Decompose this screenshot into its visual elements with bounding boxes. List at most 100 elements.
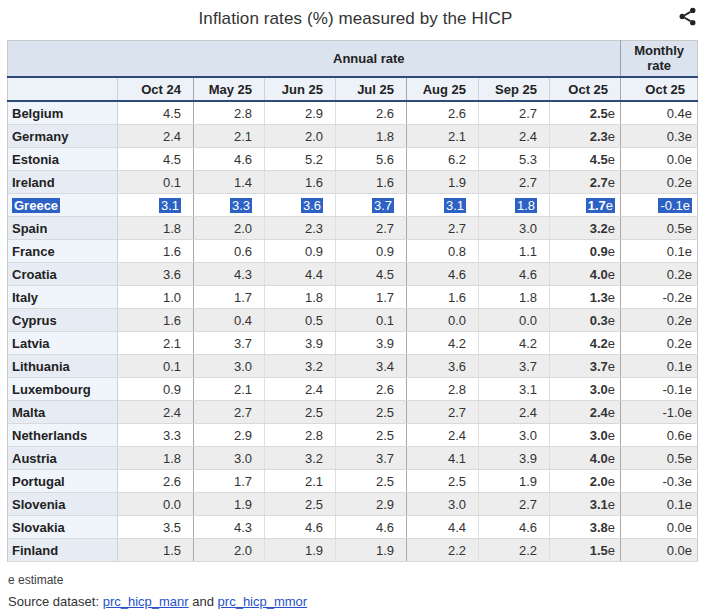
- annual-rate-value: 3.4: [336, 355, 407, 378]
- monthly-rate-value: 0.0e: [621, 539, 698, 562]
- annual-rate-value: 1.8: [336, 125, 407, 148]
- annual-rate-value: 1.4: [194, 171, 265, 194]
- annual-rate-value: 3.0: [194, 447, 265, 470]
- annual-rate-value: 0.9e: [550, 240, 621, 263]
- column-header-jul25: Jul 25: [336, 77, 407, 101]
- annual-rate-value: 0.0: [479, 309, 550, 332]
- annual-rate-value: 2.6: [336, 101, 407, 125]
- annual-rate-value: 3.9: [336, 332, 407, 355]
- annual-rate-value: 1.9: [194, 493, 265, 516]
- country-label[interactable]: Latvia: [8, 332, 118, 355]
- country-label[interactable]: Luxembourg: [8, 378, 118, 401]
- column-header-monthly-oct25: Oct 25: [621, 77, 698, 101]
- country-label[interactable]: Netherlands: [8, 424, 118, 447]
- share-button[interactable]: [675, 6, 699, 30]
- annual-rate-value: 2.1: [118, 332, 194, 355]
- annual-rate-value: 4.5e: [550, 148, 621, 171]
- annual-rate-value: 2.4e: [550, 401, 621, 424]
- annual-rate-value: 3.0: [407, 493, 479, 516]
- annual-rate-value: 2.2: [479, 539, 550, 562]
- annual-rate-value: 1.8: [479, 194, 550, 217]
- dataset-link-prc-hicp-manr[interactable]: prc_hicp_manr: [103, 594, 189, 609]
- annual-rate-value: 2.0: [194, 539, 265, 562]
- annual-rate-value: 2.9: [194, 424, 265, 447]
- annual-rate-value: 3.2: [265, 447, 336, 470]
- column-header-oct24: Oct 24: [118, 77, 194, 101]
- monthly-rate-value: -1.0e: [621, 401, 698, 424]
- annual-rate-value: 1.8: [265, 286, 336, 309]
- annual-rate-value: 3.0: [479, 217, 550, 240]
- annual-rate-value: 1.5e: [550, 539, 621, 562]
- annual-rate-value: 1.7: [194, 470, 265, 493]
- annual-rate-value: 1.6: [336, 171, 407, 194]
- monthly-rate-value: 0.2e: [621, 309, 698, 332]
- country-label[interactable]: Slovenia: [8, 493, 118, 516]
- dataset-link-prc-hicp-mmor[interactable]: prc_hicp_mmor: [218, 594, 308, 609]
- annual-rate-value: 0.9: [118, 378, 194, 401]
- annual-rate-value: 2.8: [265, 424, 336, 447]
- column-header-may25: May 25: [194, 77, 265, 101]
- corner-cell: [8, 41, 118, 78]
- annual-rate-value: 3.3: [118, 424, 194, 447]
- country-label[interactable]: Malta: [8, 401, 118, 424]
- annual-rate-value: 2.7: [336, 217, 407, 240]
- column-header-aug25: Aug 25: [407, 77, 479, 101]
- annual-rate-value: 1.9: [265, 539, 336, 562]
- annual-rate-value: 2.7: [479, 101, 550, 125]
- annual-rate-value: 0.1: [336, 309, 407, 332]
- annual-rate-value: 2.7: [407, 401, 479, 424]
- monthly-rate-value: 0.5e: [621, 447, 698, 470]
- annual-rate-value: 5.2: [265, 148, 336, 171]
- country-label[interactable]: Estonia: [8, 148, 118, 171]
- monthly-rate-value: 0.6e: [621, 424, 698, 447]
- country-label[interactable]: Finland: [8, 539, 118, 562]
- table-body: Belgium4.52.82.92.62.62.72.5e0.4eGermany…: [8, 101, 698, 562]
- annual-rate-value: 0.5: [265, 309, 336, 332]
- annual-rate-value: 3.6: [118, 263, 194, 286]
- table-row: Latvia2.13.73.93.94.24.24.2e0.2e: [8, 332, 698, 355]
- annual-rate-value: 3.7e: [550, 355, 621, 378]
- country-label[interactable]: Germany: [8, 125, 118, 148]
- annual-rate-value: 1.6: [118, 240, 194, 263]
- annual-rate-value: 3.0e: [550, 378, 621, 401]
- annual-rate-value: 2.7: [479, 171, 550, 194]
- annual-rate-value: 3.1e: [550, 493, 621, 516]
- table-row: Belgium4.52.82.92.62.62.72.5e0.4e: [8, 101, 698, 125]
- annual-rate-value: 3.7: [194, 332, 265, 355]
- annual-rate-value: 4.0e: [550, 447, 621, 470]
- country-label[interactable]: Ireland: [8, 171, 118, 194]
- country-label[interactable]: Belgium: [8, 101, 118, 125]
- annual-rate-value: 0.4: [194, 309, 265, 332]
- annual-rate-value: 2.1: [265, 470, 336, 493]
- annual-rate-value: 1.7e: [550, 194, 621, 217]
- country-label[interactable]: Portugal: [8, 470, 118, 493]
- annual-rate-value: 3.1: [407, 194, 479, 217]
- country-label[interactable]: Italy: [8, 286, 118, 309]
- share-icon: [677, 6, 698, 27]
- annual-rate-value: 1.0: [118, 286, 194, 309]
- country-label[interactable]: France: [8, 240, 118, 263]
- country-label[interactable]: Slovakia: [8, 516, 118, 539]
- table-row: Lithuania0.13.03.23.43.63.73.7e0.1e: [8, 355, 698, 378]
- annual-rate-value: 2.5e: [550, 101, 621, 125]
- annual-rate-value: 4.0e: [550, 263, 621, 286]
- country-label[interactable]: Austria: [8, 447, 118, 470]
- monthly-rate-value: 0.1e: [621, 240, 698, 263]
- annual-rate-value: 1.5: [118, 539, 194, 562]
- annual-rate-value: 0.1: [118, 355, 194, 378]
- monthly-rate-value: 0.2e: [621, 263, 698, 286]
- country-label[interactable]: Lithuania: [8, 355, 118, 378]
- country-label[interactable]: Greece: [8, 194, 118, 217]
- monthly-rate-value: 0.3e: [621, 125, 698, 148]
- monthly-rate-value: 0.2e: [621, 171, 698, 194]
- table-row: Germany2.42.12.01.82.12.42.3e0.3e: [8, 125, 698, 148]
- annual-rate-value: 2.0e: [550, 470, 621, 493]
- country-label[interactable]: Croatia: [8, 263, 118, 286]
- country-label[interactable]: Spain: [8, 217, 118, 240]
- annual-rate-value: 2.5: [336, 424, 407, 447]
- annual-rate-value: 2.0: [194, 217, 265, 240]
- annual-rate-value: 2.0: [265, 125, 336, 148]
- annual-rate-value: 2.7e: [550, 171, 621, 194]
- annual-rate-value: 4.3: [194, 263, 265, 286]
- country-label[interactable]: Cyprus: [8, 309, 118, 332]
